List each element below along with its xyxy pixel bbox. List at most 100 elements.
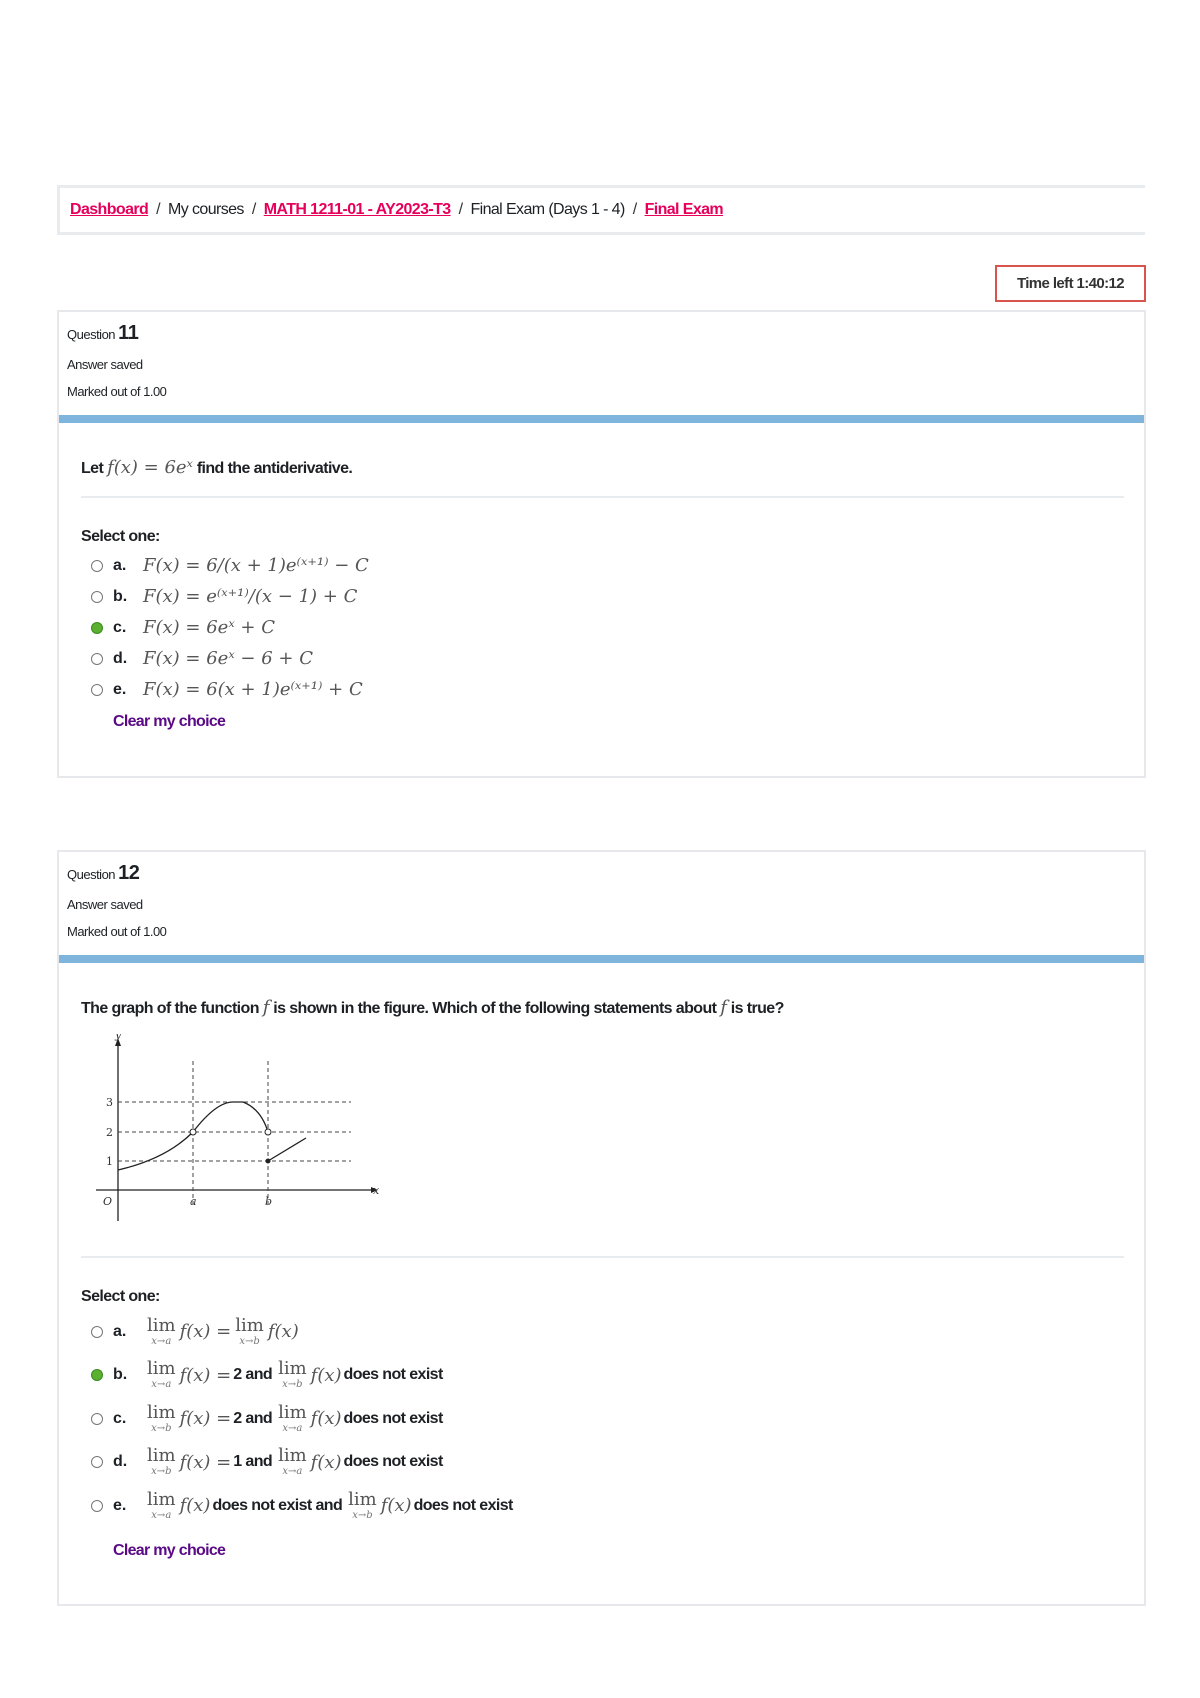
question-number: Question 11 <box>67 322 1136 345</box>
text: does not exist <box>343 1366 444 1384</box>
radio-button[interactable] <box>91 559 103 572</box>
lim-word: lim <box>235 1314 264 1336</box>
breadcrumb-separator: / <box>251 201 256 218</box>
option-math: F(x) = 6eˣ − 6 + C <box>143 648 313 669</box>
math: f(x) <box>310 1364 342 1386</box>
radio-button[interactable] <box>91 1499 103 1512</box>
lim-word: lim <box>147 1401 176 1423</box>
answer-option[interactable]: b. lim x→a f(x) = 2 and lim x→b f(x) does not ex… <box>81 1354 1124 1398</box>
tick-1: 1 <box>106 1155 113 1168</box>
answer-option[interactable]: d. lim x→b f(x) = 1 and lim x→a f(x) does not ex… <box>81 1441 1124 1485</box>
open-point-b <box>264 1128 272 1136</box>
lim-subscript: x→b <box>352 1509 373 1521</box>
lim-subscript: x→b <box>239 1335 260 1347</box>
radio-button[interactable] <box>91 1369 103 1382</box>
question-number-value: 12 <box>118 862 140 884</box>
answer-option[interactable]: e. lim x→a f(x) does not exist and lim x→b f(x)… <box>81 1484 1124 1528</box>
limit-expression: lim x→a <box>278 1401 307 1434</box>
clear-choice-link[interactable]: Clear my choice <box>113 1541 226 1559</box>
clear-choice-link[interactable]: Clear my choice <box>113 713 226 730</box>
question-text: The graph of the function f is shown in … <box>81 997 1124 1018</box>
open-point-a <box>189 1128 197 1136</box>
question-11-card: Question 11 Answer saved Marked out of 1… <box>57 310 1146 778</box>
radio-button[interactable] <box>91 1412 103 1425</box>
math: f <box>720 997 727 1018</box>
math: f(x) <box>179 1495 211 1517</box>
option-math: F(x) = 6eˣ + C <box>143 617 276 638</box>
lim-word: lim <box>278 1401 307 1423</box>
limit-expression: lim x→b <box>348 1490 377 1521</box>
text: The graph of the function <box>81 1000 259 1017</box>
lim-subscript: x→b <box>151 1466 172 1478</box>
breadcrumb-item[interactable]: MATH 1211-01 - AY2023-T3 <box>263 201 451 218</box>
breadcrumb-item[interactable]: Final Exam <box>644 201 724 218</box>
question-number-value: 11 <box>118 322 139 344</box>
x-label: x <box>373 1184 380 1197</box>
lim-word: lim <box>278 1445 307 1467</box>
breadcrumb: Dashboard / My courses / MATH 1211-01 - AY20… <box>57 185 1145 235</box>
answer-option[interactable]: d. F(x) = 6eˣ − 6 + C <box>81 643 1124 674</box>
answer-option[interactable]: b. F(x) = e⁽ˣ⁺¹⁾/(x − 1) + C <box>81 581 1124 612</box>
limit-expression: lim x→b <box>278 1360 307 1390</box>
radio-button[interactable] <box>91 683 103 696</box>
divider <box>81 1256 1124 1258</box>
question-info: Question 11 Answer saved Marked out of 1… <box>59 312 1144 407</box>
lim-subscript: x→a <box>282 1466 303 1478</box>
limit-expression: lim x→a <box>147 1316 176 1347</box>
text: 2 and <box>233 1409 273 1427</box>
question-text: Let f(x) = 6eˣ find the antiderivative. <box>81 457 1124 478</box>
info-bar <box>59 415 1144 423</box>
math: f(x) <box>267 1321 299 1343</box>
lim-subscript: x→b <box>151 1422 172 1434</box>
lim-subscript: x→a <box>151 1379 172 1391</box>
lim-subscript: x→a <box>151 1335 172 1347</box>
option-math: F(x) = e⁽ˣ⁺¹⁾/(x − 1) + C <box>143 586 358 607</box>
option-math: F(x) = 6/(x + 1)e⁽ˣ⁺¹⁾ − C <box>143 555 369 576</box>
lim-subscript: x→b <box>282 1379 303 1391</box>
limit-expression: lim x→a <box>147 1360 176 1390</box>
limit-expression: lim x→a <box>278 1447 307 1477</box>
b-label: b <box>265 1195 272 1208</box>
a-label: a <box>190 1195 197 1208</box>
divider <box>81 496 1124 498</box>
question-label: Question <box>67 327 116 342</box>
option-letter: c. <box>113 1409 127 1427</box>
select-one-label: Select one: <box>81 528 160 545</box>
breadcrumb-separator: / <box>632 201 637 218</box>
option-letter: b. <box>113 1366 128 1384</box>
question-info: Question 12 Answer saved Marked out of 1… <box>59 852 1144 947</box>
question-marks: Marked out of 1.00 <box>67 924 167 939</box>
math: f(x) <box>380 1495 412 1517</box>
answer-option[interactable]: a. lim x→a f(x) = lim x→b f(x) <box>81 1310 1124 1354</box>
math: f <box>262 997 270 1018</box>
answer-option[interactable]: a. F(x) = 6/(x + 1)e⁽ˣ⁺¹⁾ − C <box>81 550 1124 581</box>
radio-button[interactable] <box>91 621 103 634</box>
lim-subscript: x→a <box>282 1422 303 1434</box>
limit-expression: lim x→b <box>147 1401 176 1434</box>
answer-option[interactable]: e. F(x) = 6(x + 1)e⁽ˣ⁺¹⁾ + C <box>81 674 1124 705</box>
radio-button[interactable] <box>91 1325 103 1338</box>
radio-button[interactable] <box>91 652 103 665</box>
breadcrumb-separator: / <box>156 201 161 218</box>
text: does not exist and <box>212 1496 343 1514</box>
time-left: Time left 1:40:12 <box>995 265 1146 302</box>
info-bar <box>59 955 1144 963</box>
lim-word: lim <box>278 1358 307 1380</box>
function-graph: y x O a b 1 2 3 <box>96 1034 380 1221</box>
question-status: Answer saved <box>67 357 143 372</box>
option-letter: b. <box>113 587 128 605</box>
text: is shown in the figure. Which of the fol… <box>273 1000 717 1017</box>
math: f(x) = <box>179 1364 232 1386</box>
breadcrumb-item[interactable]: Dashboard <box>70 201 149 218</box>
text: 1 and <box>233 1453 273 1471</box>
option-letter: e. <box>113 1496 127 1514</box>
option-letter: c. <box>113 618 127 636</box>
math: f(x) = <box>179 1321 232 1343</box>
origin-label: O <box>103 1195 112 1208</box>
answer-option[interactable]: c. F(x) = 6eˣ + C <box>81 612 1124 643</box>
answer-option[interactable]: c. lim x→b f(x) = 2 and lim x→a f(x) does not ex… <box>81 1397 1124 1441</box>
option-letter: a. <box>113 1322 127 1340</box>
radio-button[interactable] <box>91 1456 103 1469</box>
question-label: Question <box>67 867 116 882</box>
radio-button[interactable] <box>91 590 103 603</box>
